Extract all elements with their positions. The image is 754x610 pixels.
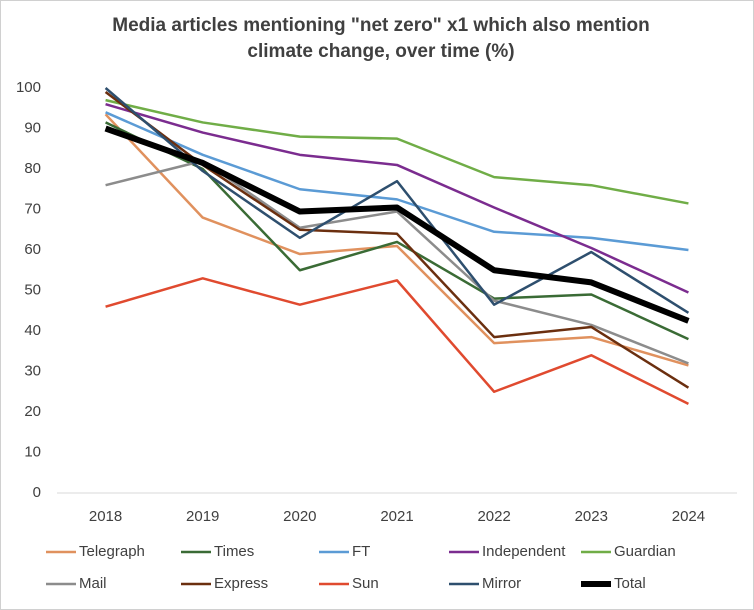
legend-label: FT <box>352 543 370 560</box>
line-series <box>105 103 689 294</box>
x-tick-label: 2021 <box>380 508 413 525</box>
y-tick-label: 70 <box>24 200 41 217</box>
x-tick-label: 2023 <box>575 508 608 525</box>
legend-label: Independent <box>482 543 566 560</box>
line-series <box>104 125 690 324</box>
legend-label: Total <box>614 575 646 592</box>
line-series <box>105 111 689 252</box>
y-tick-label: 40 <box>24 322 41 339</box>
legend-label: Mail <box>79 575 107 592</box>
legend-label: Sun <box>352 575 379 592</box>
legend-label: Times <box>214 543 254 560</box>
line-series <box>104 87 690 314</box>
y-tick-label: 0 <box>33 484 41 501</box>
x-tick-label: 2022 <box>477 508 510 525</box>
line-series <box>105 98 689 205</box>
line-series <box>105 121 689 341</box>
y-tick-label: 100 <box>16 79 41 96</box>
y-tick-label: 20 <box>24 403 41 420</box>
x-tick-label: 2024 <box>672 508 705 525</box>
y-tick-label: 80 <box>24 160 41 177</box>
y-tick-label: 90 <box>24 119 41 136</box>
line-series <box>105 277 689 406</box>
y-tick-label: 50 <box>24 281 41 298</box>
y-tick-label: 30 <box>24 362 41 379</box>
x-tick-label: 2019 <box>186 508 219 525</box>
x-tick-label: 2018 <box>89 508 122 525</box>
x-tick-label: 2020 <box>283 508 316 525</box>
y-tick-label: 60 <box>24 241 41 258</box>
line-series <box>104 113 689 367</box>
chart-title: Media articles mentioning "net zero" x1 … <box>112 15 650 62</box>
legend-label: Telegraph <box>79 543 145 560</box>
legend-label: Express <box>214 575 268 592</box>
legend-label: Guardian <box>614 543 676 560</box>
legend-label: Mirror <box>482 575 521 592</box>
y-tick-label: 10 <box>24 443 41 460</box>
